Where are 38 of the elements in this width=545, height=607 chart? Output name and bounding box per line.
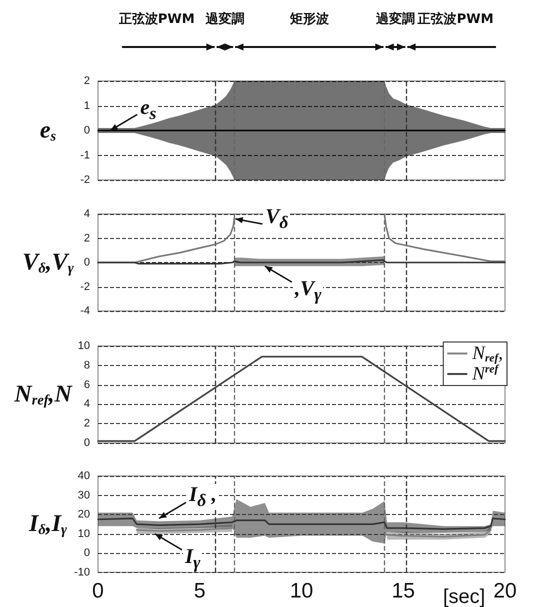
annotation: ,V$_{γ}$ <box>292 276 324 304</box>
annotation: V$_{δ}$ <box>263 204 290 232</box>
y-tick-label: 0 <box>84 256 90 268</box>
y-tick-label: 8 <box>84 359 90 372</box>
y-tick-label: -10 <box>74 566 90 578</box>
y-tick-label: 0 <box>84 124 90 136</box>
y-tick-label: -4 <box>80 305 90 317</box>
y-tick-label: 0 <box>84 437 90 449</box>
y-tick-label: 4 <box>84 398 90 410</box>
text: 正弦波PWM <box>418 11 494 28</box>
x-axis-title: [sec] <box>443 586 486 607</box>
y-tick-label: -2 <box>80 174 90 186</box>
y-tick-label: 2 <box>84 232 90 244</box>
y-tick-label: -1 <box>80 149 90 162</box>
y-tick-label: 4 <box>84 208 90 220</box>
y-tick-label: 10 <box>78 340 90 352</box>
y-tick-label: 2 <box>84 418 90 430</box>
annotation: e$_{s}$ <box>138 94 158 123</box>
x-tick-label: 20 <box>493 579 517 602</box>
legend-label: Nref, <box>471 343 503 364</box>
x-tick-label: 10 <box>290 579 314 602</box>
y-tick-label: 10 <box>78 528 90 540</box>
y-tick-label: 2 <box>84 75 90 87</box>
text: 矩形波 <box>290 11 329 28</box>
y-tick-label: 0 <box>84 547 90 560</box>
y-tick-label: 30 <box>78 489 90 502</box>
x-tick-label: 5 <box>194 579 206 602</box>
y-tick-label: 1 <box>84 100 90 112</box>
y-tick-label: 40 <box>78 470 90 482</box>
y-tick-label: 6 <box>84 378 90 391</box>
text: 正弦波PWM <box>118 11 195 28</box>
x-tick-label: 15 <box>392 579 415 602</box>
y-tick-label: -2 <box>80 280 90 293</box>
text: 過変調 <box>376 10 415 28</box>
annotation: I$_{δ}$ , <box>187 482 219 511</box>
text: 過変調 <box>205 10 244 28</box>
y-tick-label: 20 <box>78 508 90 521</box>
annotation: I$_{γ}$ <box>182 544 202 572</box>
